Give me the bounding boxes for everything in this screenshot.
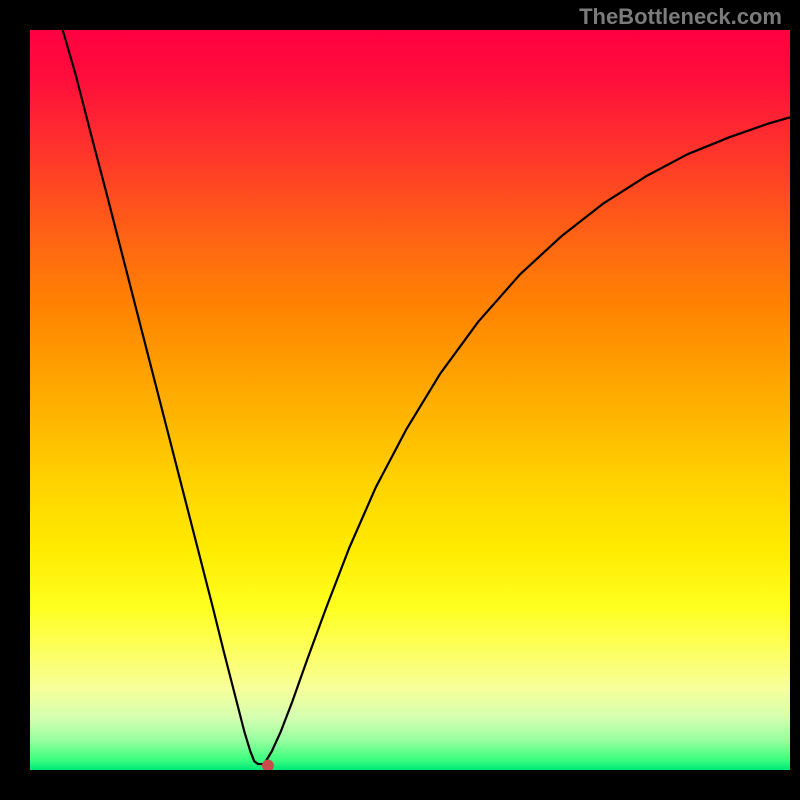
- chart-svg: [30, 30, 790, 770]
- gradient-background: [30, 30, 790, 770]
- watermark-text: TheBottleneck.com: [579, 4, 782, 30]
- plot-area: [30, 30, 790, 770]
- chart-container: TheBottleneck.com: [0, 0, 800, 800]
